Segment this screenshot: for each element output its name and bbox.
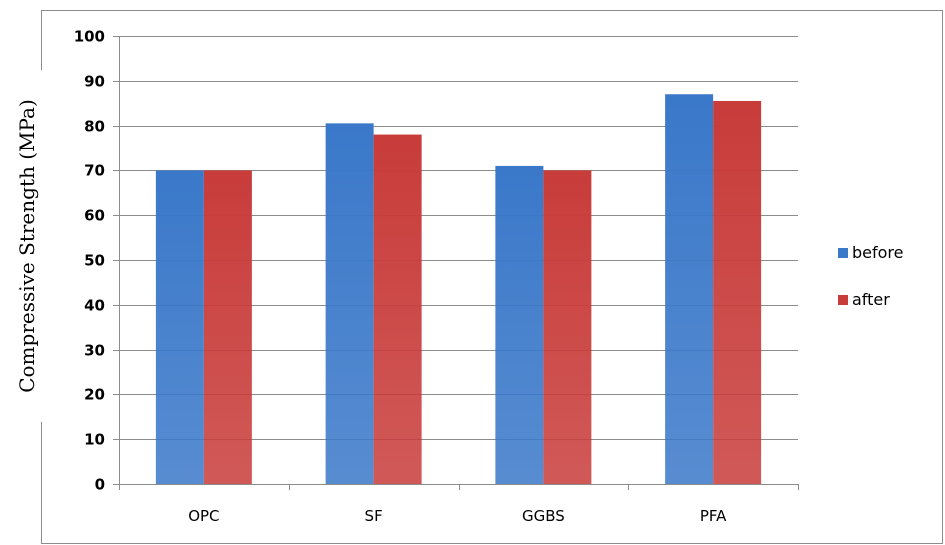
y-tick-label: 50 xyxy=(84,252,105,270)
axes xyxy=(119,36,799,490)
bar-after-opc xyxy=(203,170,252,484)
y-tick-label: 20 xyxy=(84,386,105,404)
bar-before-pfa xyxy=(665,94,714,485)
y-axis-title: Compressive Strength (MPa) xyxy=(15,99,39,393)
y-tick-label: 60 xyxy=(84,207,105,225)
y-tick-label: 70 xyxy=(84,162,105,180)
x-tick-label: OPC xyxy=(188,507,219,525)
legend-swatch-before xyxy=(838,248,848,258)
bar-before-ggbs xyxy=(495,165,544,485)
x-tick-label: SF xyxy=(365,507,383,525)
legend-swatch-after xyxy=(838,295,848,305)
y-tick-label: 80 xyxy=(84,118,105,136)
x-tick-label: PFA xyxy=(700,507,727,525)
x-tick-label: GGBS xyxy=(522,507,565,525)
y-tick-labels: 0 10 20 30 40 50 60 70 80 90 100 xyxy=(74,28,105,494)
legend-label-after: after xyxy=(852,290,890,309)
y-tick-label: 30 xyxy=(84,342,105,360)
y-tick-label: 0 xyxy=(95,476,105,494)
y-tick-label: 10 xyxy=(84,431,105,449)
x-tick-labels: OPC SF GGBS PFA xyxy=(188,507,727,525)
y-tick-label: 90 xyxy=(84,73,105,91)
bar-before-opc xyxy=(155,170,204,484)
legend: before after xyxy=(838,243,904,309)
bar-after-sf xyxy=(373,134,422,484)
y-tick-label: 40 xyxy=(84,297,105,315)
y-title-backdrop xyxy=(0,70,48,422)
bar-after-ggbs xyxy=(543,170,592,484)
bar-before-sf xyxy=(325,123,374,485)
legend-label-before: before xyxy=(852,243,904,262)
y-tick-label: 100 xyxy=(74,28,105,46)
bars xyxy=(155,94,762,485)
bar-after-pfa xyxy=(713,100,762,485)
